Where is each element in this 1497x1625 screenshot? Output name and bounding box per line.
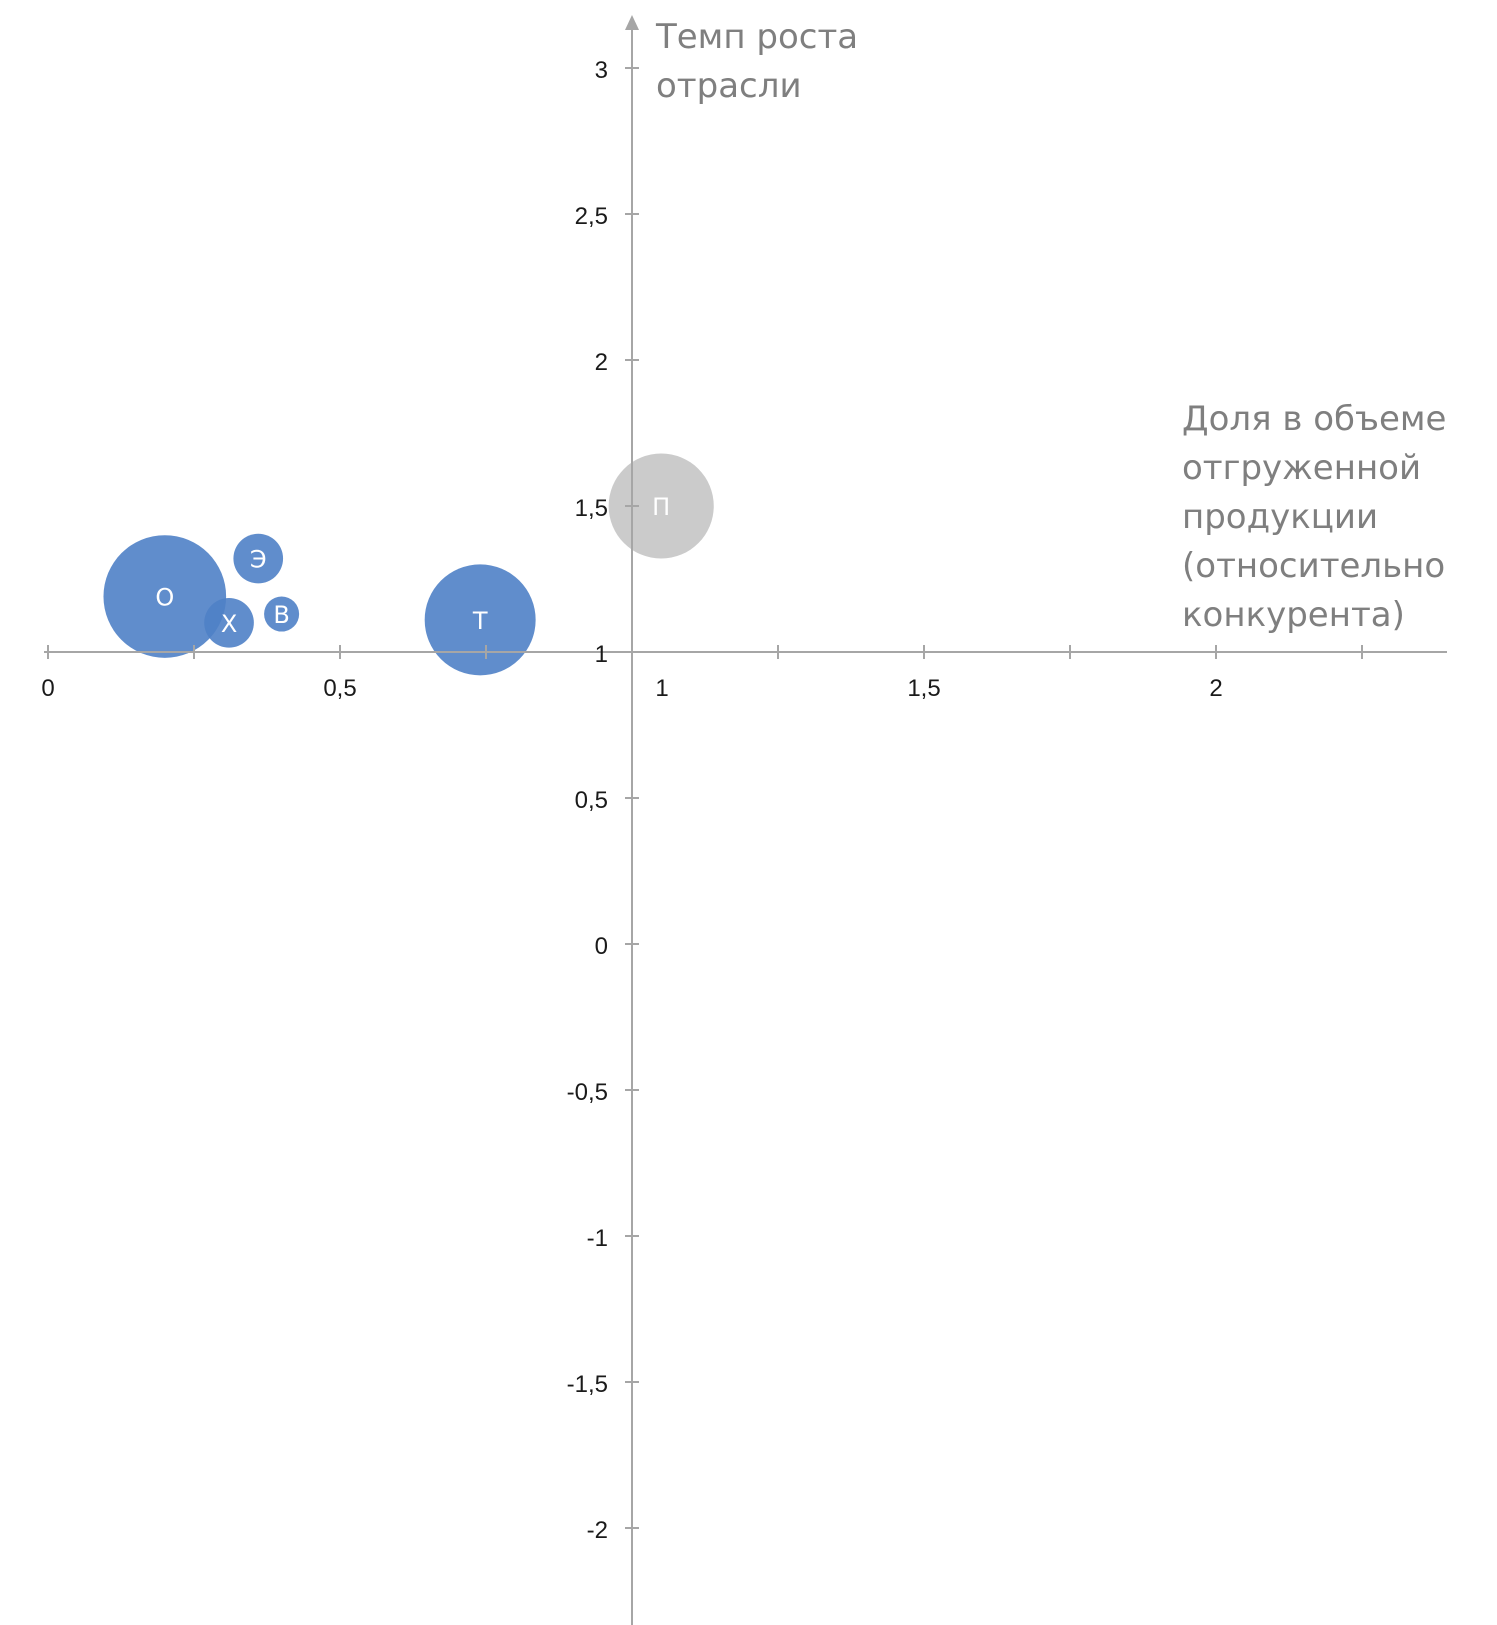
y-tick-label-8: -0,5 (567, 1079, 608, 1106)
y-tick-label-7: 0 (595, 933, 608, 960)
y-tick-label-3: 2 (595, 349, 608, 376)
bubble-label-5: Т (472, 607, 488, 635)
y-tick-label-11: -2 (587, 1517, 608, 1544)
y-tick-label-5: 1 (595, 641, 608, 668)
y-tick-label-9: -1 (587, 1225, 608, 1252)
bubble-2 (233, 533, 284, 584)
x-axis-title-line-3: продукции (1182, 497, 1378, 537)
bubble-4 (264, 596, 300, 632)
bubble-label-3: Х (221, 610, 237, 638)
x-axis-title-line-5: конкурента) (1182, 595, 1405, 635)
y-axis-title-line-2: отрасли (656, 66, 802, 106)
y-axis-arrow (625, 15, 639, 30)
bubble-3 (204, 597, 254, 648)
y-tick-label-4: 1,5 (575, 495, 608, 522)
x-tick-label-2: 0,5 (323, 675, 356, 702)
x-axis-title-line-1: Доля в объеме (1182, 399, 1446, 439)
x-tick-label-3: 1 (655, 675, 668, 702)
bubbles-layer (103, 453, 714, 676)
bubble-6 (608, 453, 714, 559)
bubble-label-4: В (273, 601, 289, 629)
bubble-label-6: П (652, 493, 670, 521)
y-tick-label-2: 2,5 (575, 203, 608, 230)
x-tick-label-4: 1,5 (907, 675, 940, 702)
y-tick-label-10: -1,5 (567, 1371, 608, 1398)
x-tick-label-5: 2 (1209, 675, 1222, 702)
x-tick-label-1: 0 (41, 675, 54, 702)
bubble-1 (103, 535, 227, 658)
labels-layer: О Э Х В Т П 0 0,5 1 1,5 2 3 2,5 2 1,5 1 0,5 0 -0,5 -1 -1,5 -2… (41, 17, 1446, 1544)
bubble-label-1: О (155, 584, 174, 612)
y-axis-title-line-1: Темп роста (655, 17, 858, 57)
y-tick-label-1: 3 (595, 57, 608, 84)
x-axis-title-line-4: (относительно (1182, 546, 1445, 586)
y-tick-label-6: 0,5 (575, 787, 608, 814)
bubble-5 (424, 564, 536, 676)
bubble-label-2: Э (250, 546, 267, 574)
axes-layer (44, 15, 1447, 1625)
x-axis-title-line-2: отгруженной (1182, 448, 1421, 488)
